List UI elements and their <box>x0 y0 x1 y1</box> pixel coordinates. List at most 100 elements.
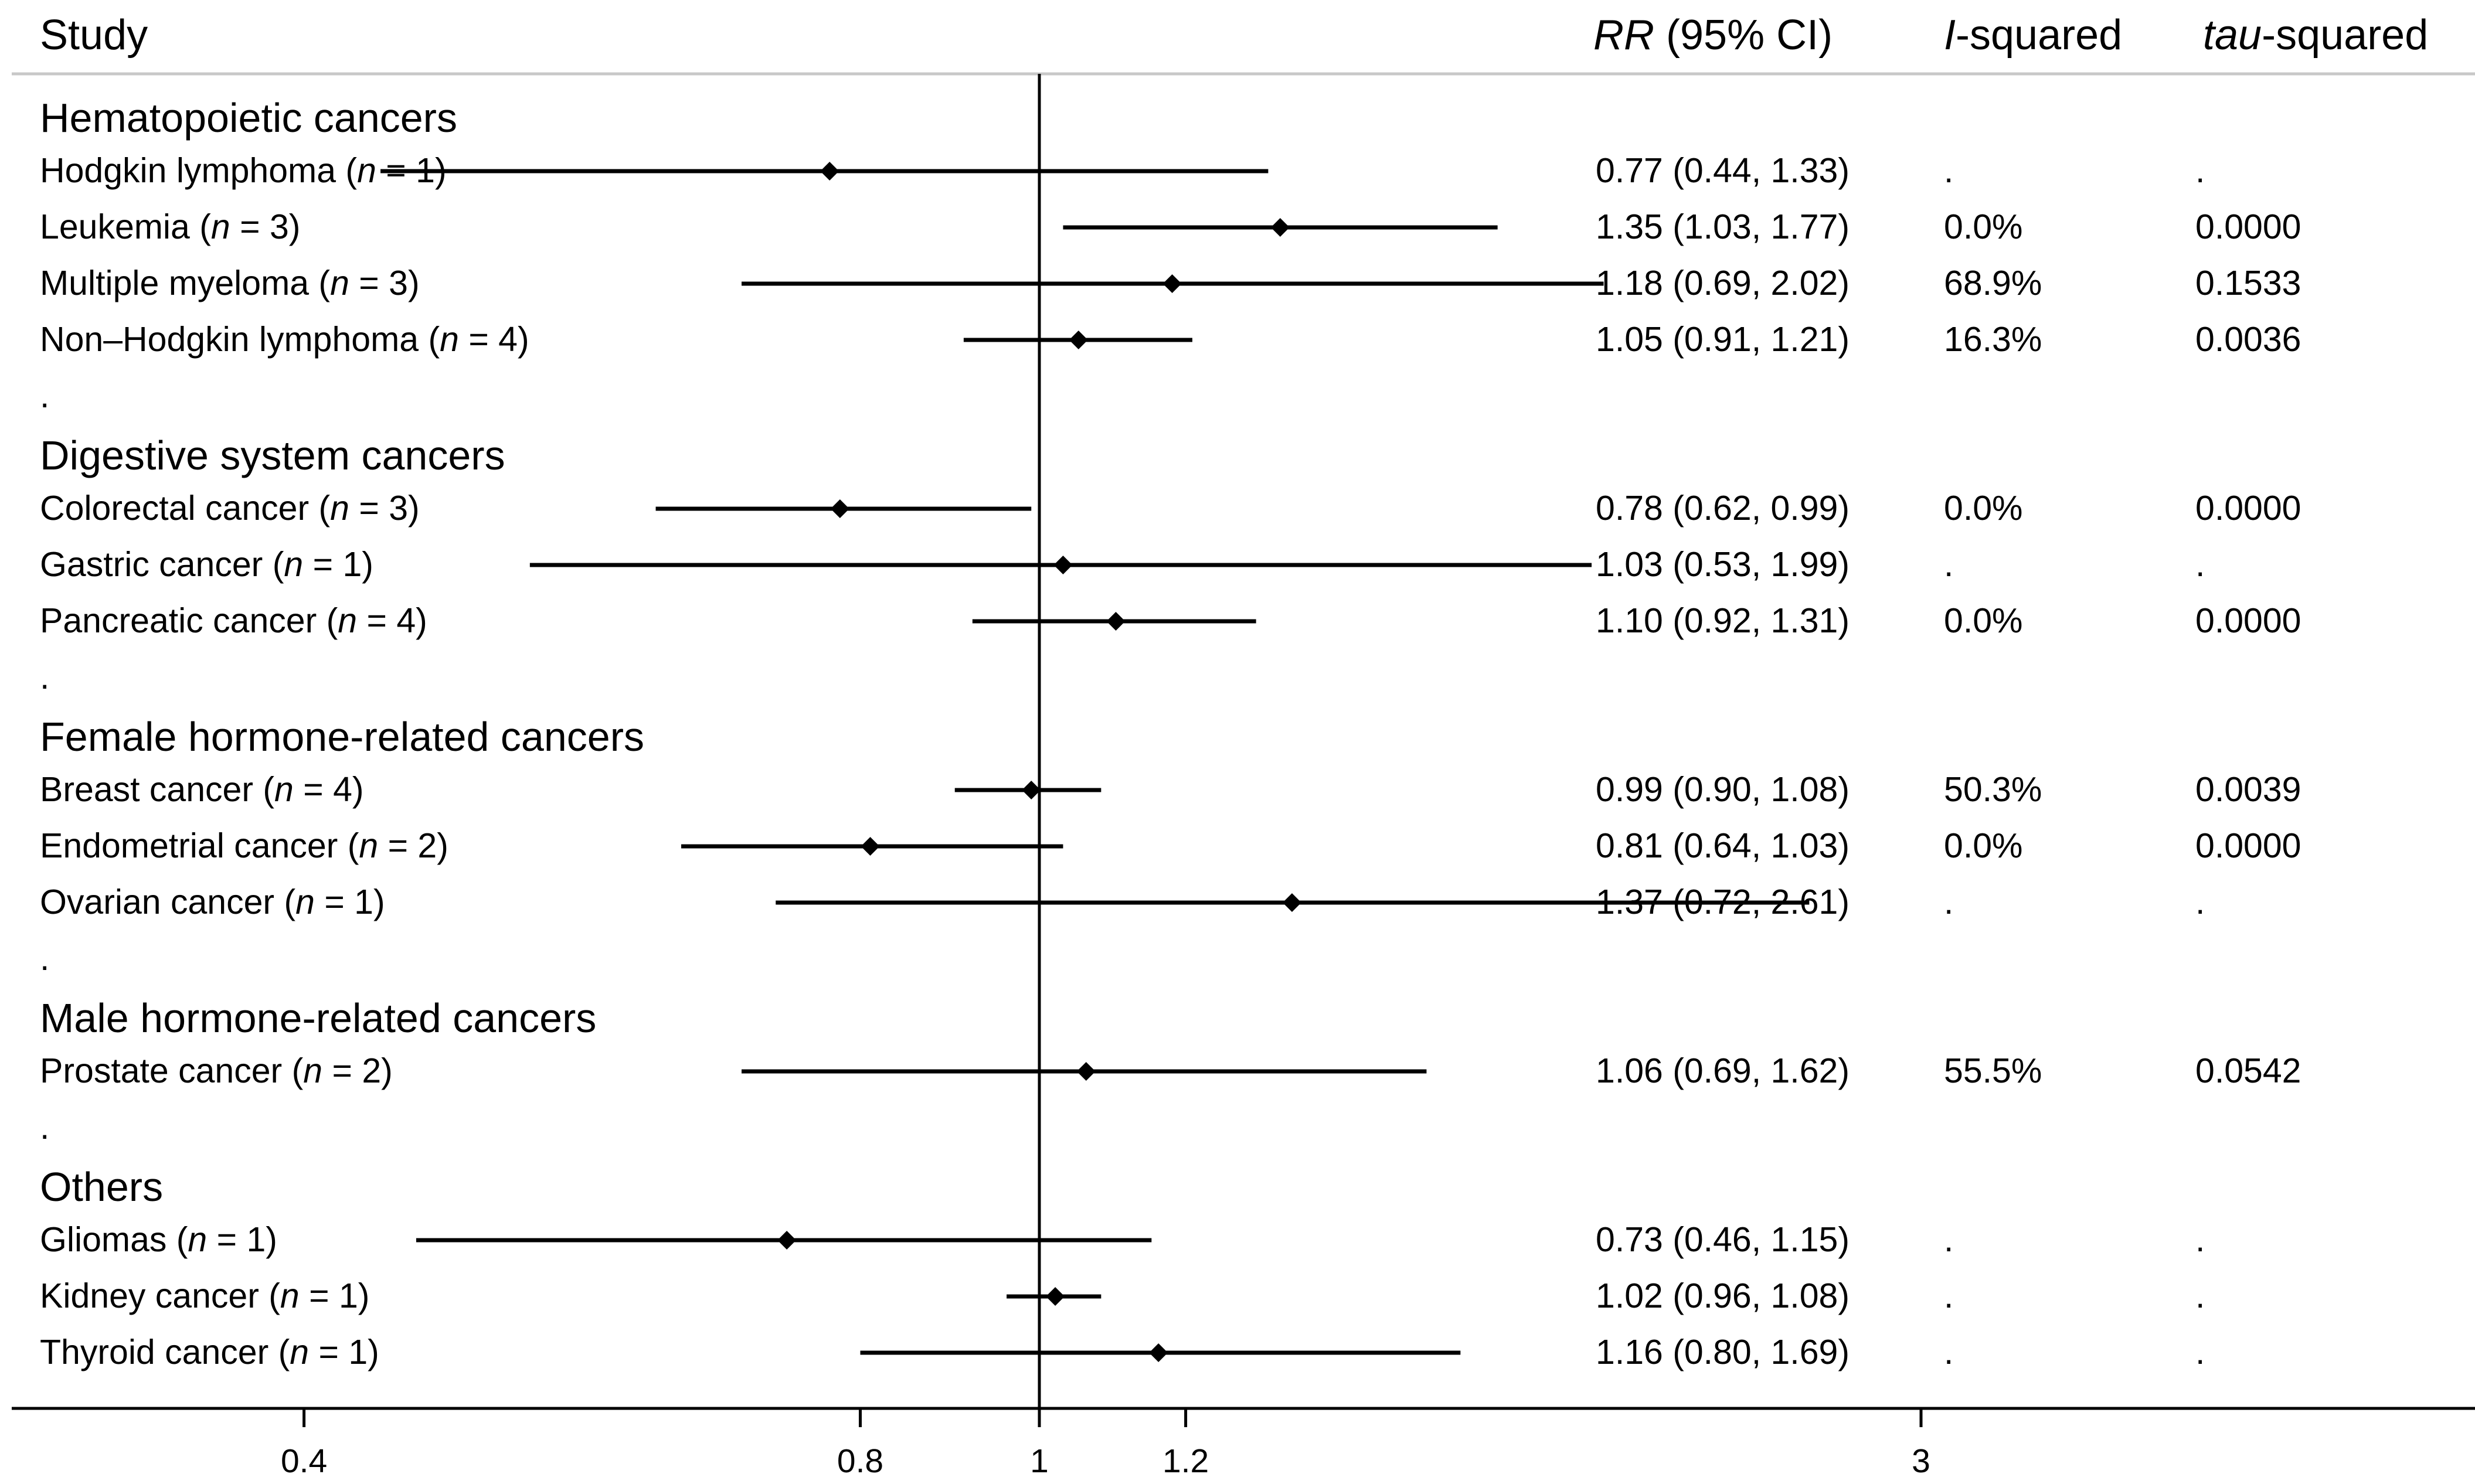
tau-squared-value: . <box>2195 545 2205 584</box>
study-label: Ovarian cancer (n = 1) <box>40 885 385 920</box>
rr-ci-value: 1.06 (0.69, 1.62) <box>1596 1051 1850 1090</box>
n-value: = 1) <box>207 1220 277 1259</box>
x-tick-label: 0.8 <box>837 1442 884 1480</box>
header-i-italic: I <box>1944 12 1956 59</box>
n-symbol: n <box>295 883 315 921</box>
i-squared-value: . <box>1944 545 1954 584</box>
tau-squared-value: 0.0039 <box>2195 770 2301 809</box>
n-symbol: n <box>303 1051 323 1090</box>
rr-ci-value: 1.18 (0.69, 2.02) <box>1596 264 1850 302</box>
study-name: Gliomas ( <box>40 1220 188 1259</box>
i-squared-value: . <box>1944 1220 1954 1259</box>
i-squared-value: 55.5% <box>1944 1051 2042 1090</box>
rr-ci-value: 0.78 (0.62, 0.99) <box>1596 489 1850 527</box>
i-squared-value: 16.3% <box>1944 320 2042 359</box>
group-heading: Hematopoietic cancers <box>40 95 457 141</box>
n-value: = 1) <box>314 883 385 921</box>
i-squared-value: . <box>1944 1277 1954 1315</box>
study-label: Hodgkin lymphoma (n = 1) <box>40 154 447 188</box>
header-i-rest: -squared <box>1956 12 2123 59</box>
tau-squared-value: . <box>2195 1220 2205 1259</box>
study-label: Kidney cancer (n = 1) <box>40 1279 369 1313</box>
study-name: Thyroid cancer ( <box>40 1333 290 1371</box>
n-value: = 4) <box>458 320 529 359</box>
point-estimate-marker <box>1069 331 1088 349</box>
header-rr-italic: RR <box>1593 12 1654 59</box>
x-tick-label: 3 <box>1912 1442 1930 1480</box>
x-tick-label: 1.2 <box>1162 1442 1209 1480</box>
point-estimate-marker <box>861 837 880 856</box>
tau-squared-value: . <box>2195 883 2205 921</box>
rr-ci-value: 1.16 (0.80, 1.69) <box>1596 1333 1850 1371</box>
n-symbol: n <box>330 264 349 302</box>
point-estimate-marker <box>1149 1343 1168 1362</box>
point-estimate-marker <box>1022 781 1041 799</box>
header-tau-squared: tau-squared <box>2203 14 2428 56</box>
rr-ci-value: 0.77 (0.44, 1.33) <box>1596 151 1850 190</box>
header-rr: RR (95% CI) <box>1593 14 1833 56</box>
n-symbol: n <box>357 151 376 190</box>
n-symbol: n <box>330 489 349 527</box>
x-tick-label: 0.4 <box>280 1442 328 1480</box>
n-value: = 3) <box>230 207 301 246</box>
tau-squared-value: 0.0000 <box>2195 826 2301 865</box>
group-spacer: . <box>40 1108 50 1146</box>
n-symbol: n <box>284 545 304 584</box>
study-label: Pancreatic cancer (n = 4) <box>40 604 427 638</box>
tau-squared-value: 0.0036 <box>2195 320 2301 359</box>
tau-squared-value: 0.0000 <box>2195 489 2301 527</box>
study-name: Gastric cancer ( <box>40 545 284 584</box>
study-name: Endometrial cancer ( <box>40 826 359 865</box>
n-symbol: n <box>274 770 294 809</box>
point-estimate-marker <box>830 499 849 518</box>
study-label: Leukemia (n = 3) <box>40 210 300 244</box>
tau-squared-value: . <box>2195 1277 2205 1315</box>
study-label: Breast cancer (n = 4) <box>40 772 364 807</box>
group-spacer: . <box>40 658 50 696</box>
point-estimate-marker <box>1046 1287 1065 1306</box>
n-symbol: n <box>338 601 358 640</box>
study-name: Ovarian cancer ( <box>40 883 296 921</box>
i-squared-value: 0.0% <box>1944 601 2023 640</box>
n-symbol: n <box>188 1220 208 1259</box>
n-symbol: n <box>440 320 459 359</box>
group-heading: Male hormone-related cancers <box>40 995 597 1041</box>
point-estimate-marker <box>820 162 839 181</box>
rr-ci-value: 1.05 (0.91, 1.21) <box>1596 320 1850 359</box>
header-tau-italic: tau <box>2203 12 2262 59</box>
i-squared-value: . <box>1944 883 1954 921</box>
study-name: Pancreatic cancer ( <box>40 601 338 640</box>
point-estimate-marker <box>1270 218 1290 237</box>
group-heading: Digestive system cancers <box>40 433 505 478</box>
x-tick-label: 1 <box>1030 1442 1049 1480</box>
study-label: Non–Hodgkin lymphoma (n = 4) <box>40 322 529 357</box>
n-value: = 1) <box>309 1333 379 1371</box>
study-name: Hodgkin lymphoma ( <box>40 151 358 190</box>
i-squared-value: 0.0% <box>1944 207 2023 246</box>
group-spacer: . <box>40 939 50 978</box>
rr-ci-value: 0.73 (0.46, 1.15) <box>1596 1220 1850 1259</box>
study-name: Multiple myeloma ( <box>40 264 331 302</box>
study-label: Gastric cancer (n = 1) <box>40 547 373 582</box>
rr-ci-value: 1.37 (0.72, 2.61) <box>1596 883 1850 921</box>
study-label: Endometrial cancer (n = 2) <box>40 829 448 863</box>
rr-ci-value: 1.02 (0.96, 1.08) <box>1596 1277 1850 1315</box>
n-value: = 3) <box>349 489 420 527</box>
group-heading: Others <box>40 1164 164 1210</box>
n-value: = 2) <box>322 1051 393 1090</box>
i-squared-value: 50.3% <box>1944 770 2042 809</box>
group-spacer: . <box>40 376 50 415</box>
i-squared-value: 68.9% <box>1944 264 2042 302</box>
i-squared-value: . <box>1944 151 1954 190</box>
study-label: Prostate cancer (n = 2) <box>40 1054 393 1088</box>
header-i-squared: I-squared <box>1944 14 2122 56</box>
tau-squared-value: . <box>2195 151 2205 190</box>
study-name: Colorectal cancer ( <box>40 489 331 527</box>
header-study: Study <box>40 12 148 59</box>
study-name: Kidney cancer ( <box>40 1277 280 1315</box>
header-rr-rest: (95% CI) <box>1654 12 1833 59</box>
n-value: = 3) <box>349 264 420 302</box>
tau-squared-value: 0.1533 <box>2195 264 2301 302</box>
tau-squared-value: 0.0000 <box>2195 601 2301 640</box>
